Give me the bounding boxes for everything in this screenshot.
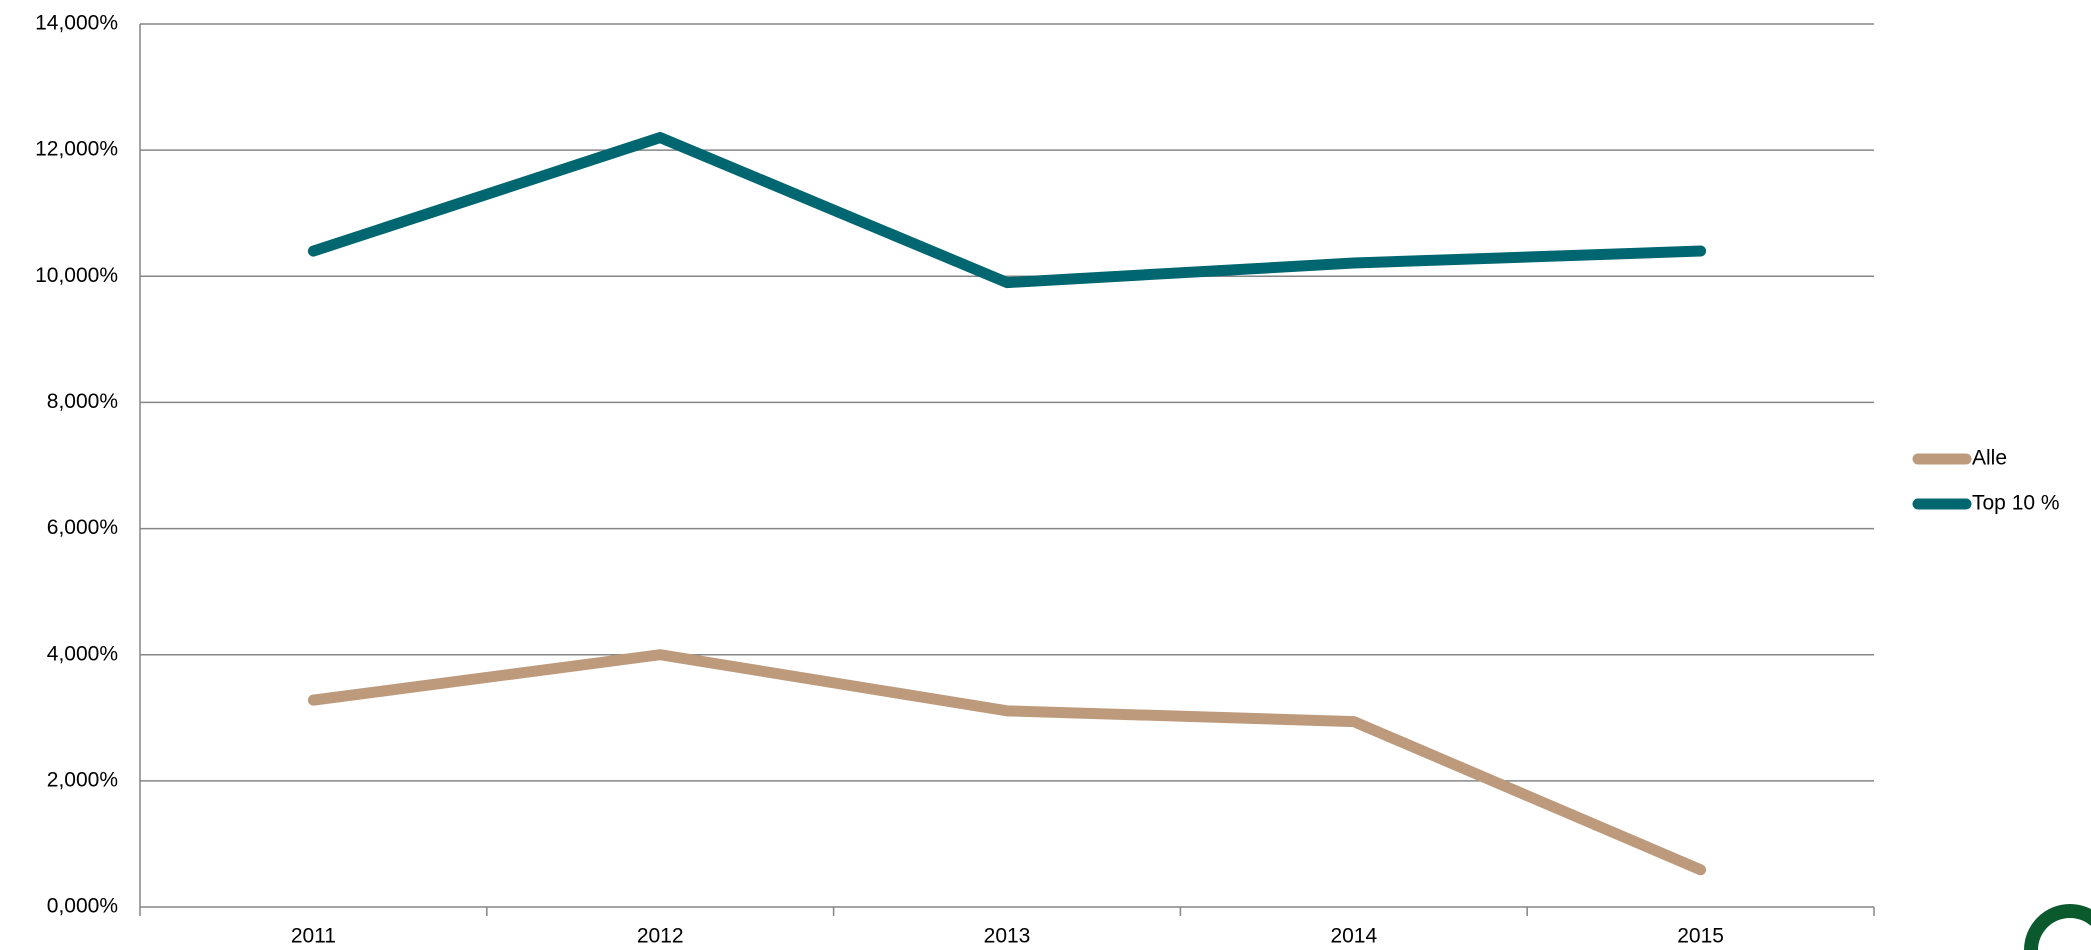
x-tick-label: 2012 [637,925,684,948]
y-tick-label: 6,000% [47,516,118,539]
series-line [307,132,1707,289]
legend-label: Top 10 % [1972,492,2060,515]
logo-inner [2038,918,2091,950]
x-tick-label: 2013 [984,925,1031,948]
x-tick-label: 2011 [291,925,336,948]
legend-label: Alle [1972,447,2007,470]
y-tick-label: 10,000% [35,264,118,287]
y-tick-label: 8,000% [47,390,118,413]
logo [2024,904,2091,950]
y-tick-label: 0,000% [47,895,118,918]
x-tick-label: 2015 [1677,925,1724,948]
x-tick-label: 2014 [1330,925,1377,948]
y-tick-label: 12,000% [35,138,118,161]
y-tick-label: 14,000% [35,12,118,35]
y-tick-label: 2,000% [47,768,118,791]
series-line [307,649,1707,876]
y-tick-label: 4,000% [47,642,118,665]
